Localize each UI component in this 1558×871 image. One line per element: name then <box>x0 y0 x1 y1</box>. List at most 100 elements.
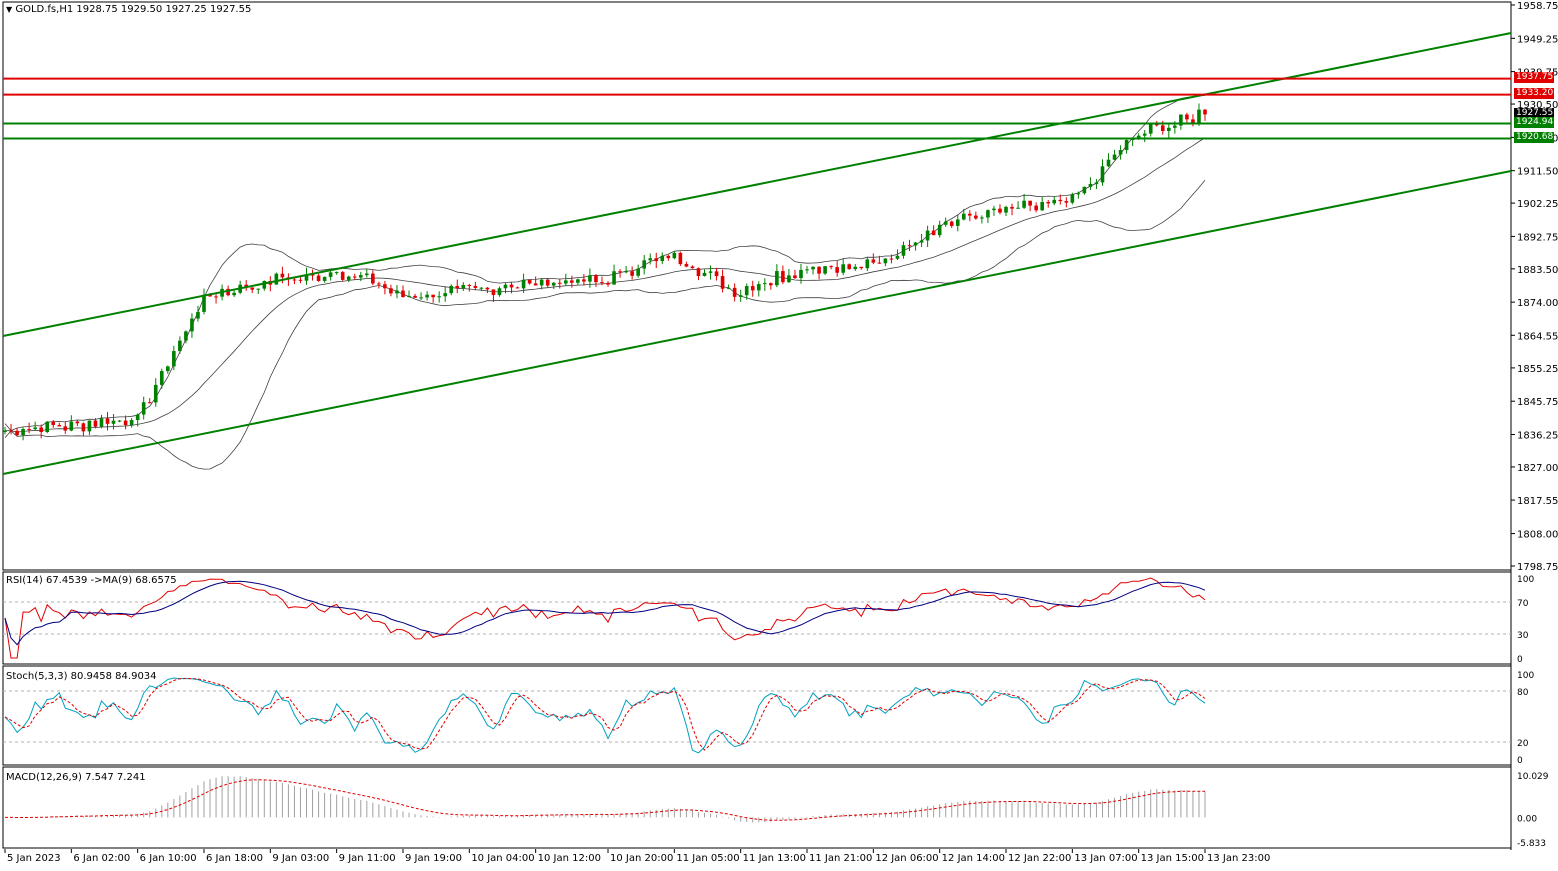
candle-body <box>1203 109 1207 115</box>
time-axis-label: 11 Jan 05:00 <box>676 853 739 864</box>
candle-body <box>81 423 86 432</box>
candle-body <box>943 221 948 225</box>
candle-body <box>346 276 351 280</box>
candle-body <box>395 290 399 294</box>
candle-body <box>437 296 441 298</box>
price-tick-label: 1845.75 <box>1517 397 1558 408</box>
candle-body <box>419 297 423 299</box>
price-tick-label: 1808.00 <box>1517 530 1558 541</box>
candle-body <box>1004 206 1008 213</box>
time-axis-label: 9 Jan 19:00 <box>405 853 462 864</box>
menu-triangle-icon[interactable]: ▼ <box>6 5 13 14</box>
candle-body <box>431 294 435 298</box>
candle-body <box>1136 135 1141 139</box>
candle-body <box>178 340 182 352</box>
candle-body <box>968 213 972 216</box>
candle-body <box>1179 114 1183 126</box>
candle-body <box>762 283 767 285</box>
time-axis-label: 10 Jan 04:00 <box>471 853 534 864</box>
candle-body <box>202 294 206 312</box>
price-tick-label: 1864.55 <box>1517 331 1558 342</box>
candle-body <box>467 285 472 287</box>
candle-body <box>648 258 653 261</box>
candle-body <box>841 264 845 273</box>
candle-body <box>244 284 249 288</box>
candle-body <box>823 266 827 274</box>
candle-body <box>226 288 230 296</box>
time-axis-label: 9 Jan 03:00 <box>272 853 329 864</box>
symbol-info: GOLD.fs,H1 1928.75 1929.50 1927.25 1927.… <box>15 4 252 15</box>
candle-body <box>986 210 990 218</box>
candle-body <box>769 283 773 286</box>
candle-body <box>117 420 122 422</box>
candle-body <box>533 283 538 286</box>
candle-body <box>141 402 146 415</box>
candle-body <box>539 279 544 286</box>
candle-body <box>99 418 104 427</box>
candle-body <box>931 230 936 236</box>
stoch-signal-line <box>4 677 1206 751</box>
candle-body <box>1052 199 1057 204</box>
candle-body <box>340 272 345 280</box>
price-tick-label: 1930.50 <box>1517 100 1558 111</box>
candle-body <box>781 271 785 283</box>
candle-body <box>1167 127 1171 132</box>
candle-body <box>582 279 586 282</box>
candle-body <box>129 420 134 426</box>
candle-body <box>455 285 460 289</box>
price-tick-label: 1817.55 <box>1517 496 1558 507</box>
candle-body <box>401 290 405 298</box>
stoch-main-line <box>4 677 1206 754</box>
candle-body <box>184 331 188 341</box>
candle-body <box>250 287 255 290</box>
candle-body <box>485 287 490 290</box>
candle-body <box>147 402 152 404</box>
time-axis-label: 13 Jan 23:00 <box>1207 853 1270 864</box>
candle-body <box>642 260 647 269</box>
rsi-line <box>4 577 1206 659</box>
candle-body <box>756 284 761 291</box>
candle-body <box>775 271 779 286</box>
candle-body <box>1142 133 1147 136</box>
candle-body <box>1106 159 1111 167</box>
stoch-title: Stoch(5,3,3) 80.9458 84.9034 <box>6 671 157 682</box>
time-axis-label: 10 Jan 20:00 <box>610 853 673 864</box>
price-tick-label: 1958.75 <box>1517 1 1558 12</box>
candle-body <box>208 294 212 297</box>
rsi-title: RSI(14) 67.4539 ->MA(9) 68.6575 <box>6 575 177 586</box>
candle-body <box>509 284 514 288</box>
candle-body <box>883 258 888 264</box>
time-axis-label: 6 Jan 18:00 <box>206 853 263 864</box>
candle-body <box>907 245 912 247</box>
candle-body <box>1173 125 1177 128</box>
candle-body <box>738 295 743 297</box>
candle-body <box>1028 200 1032 206</box>
candle-body <box>63 426 68 431</box>
candle-body <box>310 274 315 276</box>
candle-body <box>1124 140 1129 151</box>
level-tag-support-2: 1920.68 <box>1514 132 1554 143</box>
candle-body <box>750 286 755 291</box>
candle-body <box>196 311 200 319</box>
candle-body <box>636 268 640 276</box>
candle-body <box>998 208 1002 213</box>
candle-body <box>371 273 375 284</box>
price-tick-label: 1798.75 <box>1517 562 1558 573</box>
rsi-tick-label: 100 <box>1517 575 1534 585</box>
price-tick-label: 1874.00 <box>1517 298 1558 309</box>
candle-body <box>612 271 616 285</box>
candle-body <box>961 213 966 220</box>
candle-body <box>21 429 25 436</box>
rsi-ma-line <box>4 580 1206 646</box>
candle-body <box>75 421 80 424</box>
candle-body <box>877 262 882 264</box>
symbol-header: ▼ GOLD.fs,H1 1928.75 1929.50 1927.25 192… <box>6 4 251 15</box>
bollinger-lower <box>4 180 1206 470</box>
candle-body <box>787 275 791 283</box>
candle-body <box>383 284 387 289</box>
candle-body <box>732 287 737 297</box>
candle-body <box>1016 207 1020 209</box>
candle-body <box>3 430 7 432</box>
